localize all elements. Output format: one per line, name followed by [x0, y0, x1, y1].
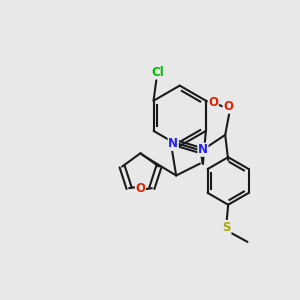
Text: O: O — [223, 100, 233, 113]
Text: S: S — [222, 220, 231, 233]
Text: O: O — [208, 96, 218, 109]
Text: O: O — [136, 182, 146, 195]
Text: N: N — [198, 143, 208, 156]
Text: Cl: Cl — [151, 66, 164, 79]
Text: N: N — [168, 137, 178, 150]
